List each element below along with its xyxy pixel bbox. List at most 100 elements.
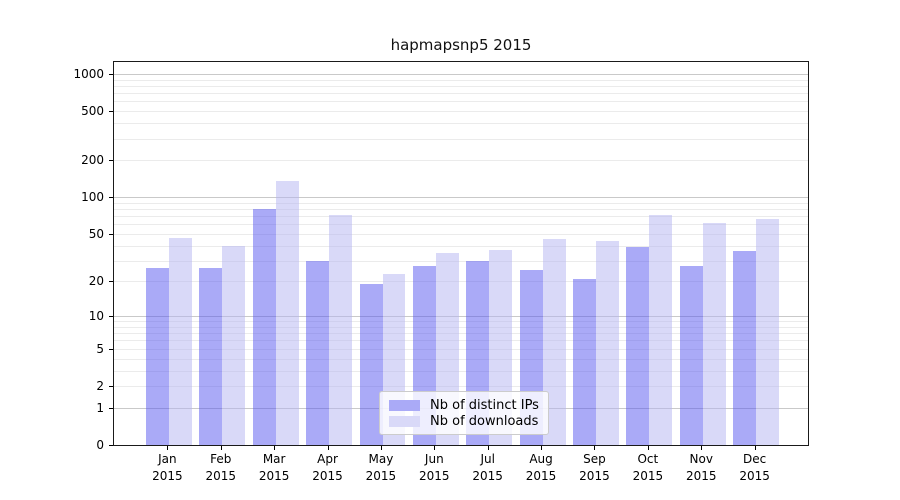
bar-nb-of-downloads-apr — [329, 214, 353, 445]
x-tick-month: Oct — [637, 452, 659, 466]
gridline-minor-50 — [114, 233, 808, 235]
x-tick-month: Mar — [262, 452, 286, 466]
gridline-minor-200 — [114, 160, 808, 162]
x-tick-year: 2015 — [205, 469, 237, 483]
x-tick-label-sep: Sep 2015 — [562, 451, 626, 485]
y-tick-label-1: 1 — [96, 400, 104, 415]
x-tick-year: 2015 — [579, 469, 610, 483]
x-tick-month: Jan — [158, 452, 177, 466]
x-tick-mark-sep — [594, 446, 596, 450]
y-tick-label-50: 50 — [88, 226, 104, 241]
x-tick-label-feb: Feb 2015 — [189, 451, 253, 485]
y-tick-label-1000: 1000 — [73, 66, 104, 81]
x-tick-year: 2015 — [258, 469, 290, 483]
bar-nb-of-downloads-mar — [275, 181, 299, 445]
gridline-major-10 — [114, 316, 808, 318]
gridline-minor-400 — [114, 123, 808, 125]
y-tick-label-5: 5 — [96, 341, 104, 356]
gridline-minor-40 — [114, 245, 808, 247]
bar-nb-of-distinct-ips-apr — [306, 260, 330, 445]
gridline-minor-500 — [114, 111, 808, 113]
bar-nb-of-distinct-ips-sep — [573, 279, 597, 445]
y-tick-label-20: 20 — [88, 274, 104, 289]
gridline-minor-6 — [114, 340, 808, 342]
y-tick-label-100: 100 — [81, 190, 104, 205]
x-tick-mark-jan — [167, 446, 169, 450]
legend-label-downloads: Nb of downloads — [430, 413, 539, 429]
gridline-minor-300 — [114, 138, 808, 140]
x-tick-month: Aug — [529, 452, 553, 466]
x-tick-label-jul: Jul 2015 — [456, 451, 520, 485]
x-tick-mark-feb — [220, 446, 222, 450]
x-tick-mark-aug — [541, 446, 543, 450]
gridline-minor-4 — [114, 358, 808, 360]
plot-area: Nb of distinct IPs Nb of downloads — [113, 61, 809, 446]
bar-nb-of-downloads-feb — [222, 245, 246, 445]
legend: Nb of distinct IPs Nb of downloads — [379, 391, 549, 435]
bar-nb-of-downloads-dec — [756, 219, 780, 445]
bar-nb-of-distinct-ips-oct — [626, 246, 650, 445]
x-tick-year: 2015 — [739, 469, 770, 483]
bar-nb-of-distinct-ips-nov — [679, 266, 703, 445]
gridline-minor-9 — [114, 321, 808, 323]
x-tick-month: Feb — [210, 452, 232, 466]
bar-nb-of-downloads-oct — [649, 214, 673, 445]
x-tick-year: 2015 — [419, 469, 450, 483]
gridline-minor-20 — [114, 281, 808, 283]
x-tick-month: Dec — [742, 452, 767, 466]
x-tick-label-jan: Jan 2015 — [135, 451, 199, 485]
gridline-minor-90 — [114, 202, 808, 204]
x-tick-year: 2015 — [365, 469, 397, 483]
bar-nb-of-distinct-ips-may — [359, 284, 383, 445]
x-tick-label-apr: Apr 2015 — [296, 451, 360, 485]
y-tick-label-500: 500 — [81, 104, 104, 119]
gridline-minor-3 — [114, 370, 808, 372]
bar-nb-of-downloads-jan — [168, 238, 192, 445]
x-tick-month: Apr — [317, 452, 338, 466]
legend-item-downloads: Nb of downloads — [389, 413, 539, 429]
x-tick-mark-nov — [701, 446, 703, 450]
gridline-minor-7 — [114, 333, 808, 335]
gridline-minor-2 — [114, 386, 808, 387]
x-tick-year: 2015 — [525, 469, 557, 483]
x-tick-mark-oct — [647, 446, 649, 450]
x-tick-label-may: May 2015 — [349, 451, 413, 485]
x-tick-mark-mar — [274, 446, 276, 450]
x-tick-label-dec: Dec 2015 — [723, 451, 787, 485]
x-tick-label-oct: Oct 2015 — [616, 451, 680, 485]
x-tick-month: Nov — [689, 452, 713, 466]
legend-label-distinct-ips: Nb of distinct IPs — [430, 397, 539, 413]
gridline-minor-30 — [114, 260, 808, 262]
gridline-minor-600 — [114, 101, 808, 103]
chart-title: hapmapsnp5 2015 — [390, 36, 532, 54]
x-tick-year: 2015 — [632, 469, 664, 483]
bar-nb-of-distinct-ips-feb — [199, 268, 223, 445]
legend-swatch-distinct-ips — [389, 399, 420, 411]
x-tick-month: May — [368, 452, 394, 466]
x-tick-mark-apr — [327, 446, 329, 450]
x-tick-label-mar: Mar 2015 — [242, 451, 306, 485]
legend-item-distinct-ips: Nb of distinct IPs — [389, 397, 539, 413]
x-tick-mark-jul — [487, 446, 489, 450]
bar-nb-of-downloads-sep — [596, 240, 620, 445]
gridline-minor-5 — [114, 348, 808, 350]
x-tick-mark-dec — [754, 446, 756, 450]
gridline-minor-60 — [114, 224, 808, 226]
bar-nb-of-downloads-nov — [702, 222, 726, 445]
x-tick-month: Jun — [424, 452, 444, 466]
x-tick-year: 2015 — [472, 469, 503, 483]
gridline-minor-80 — [114, 209, 808, 210]
legend-swatch-downloads — [389, 415, 420, 427]
gridline-major-100 — [114, 197, 808, 199]
x-tick-month: Sep — [583, 452, 606, 466]
gridline-minor-700 — [114, 93, 808, 95]
gridline-minor-8 — [114, 327, 808, 328]
y-tick-label-200: 200 — [81, 153, 104, 168]
gridline-minor-800 — [114, 85, 808, 87]
gridline-minor-900 — [114, 79, 808, 81]
bar-nb-of-distinct-ips-dec — [733, 251, 757, 445]
x-tick-label-jun: Jun 2015 — [402, 451, 466, 485]
y-tick-label-0: 0 — [96, 438, 104, 452]
x-tick-month: Jul — [480, 452, 495, 466]
